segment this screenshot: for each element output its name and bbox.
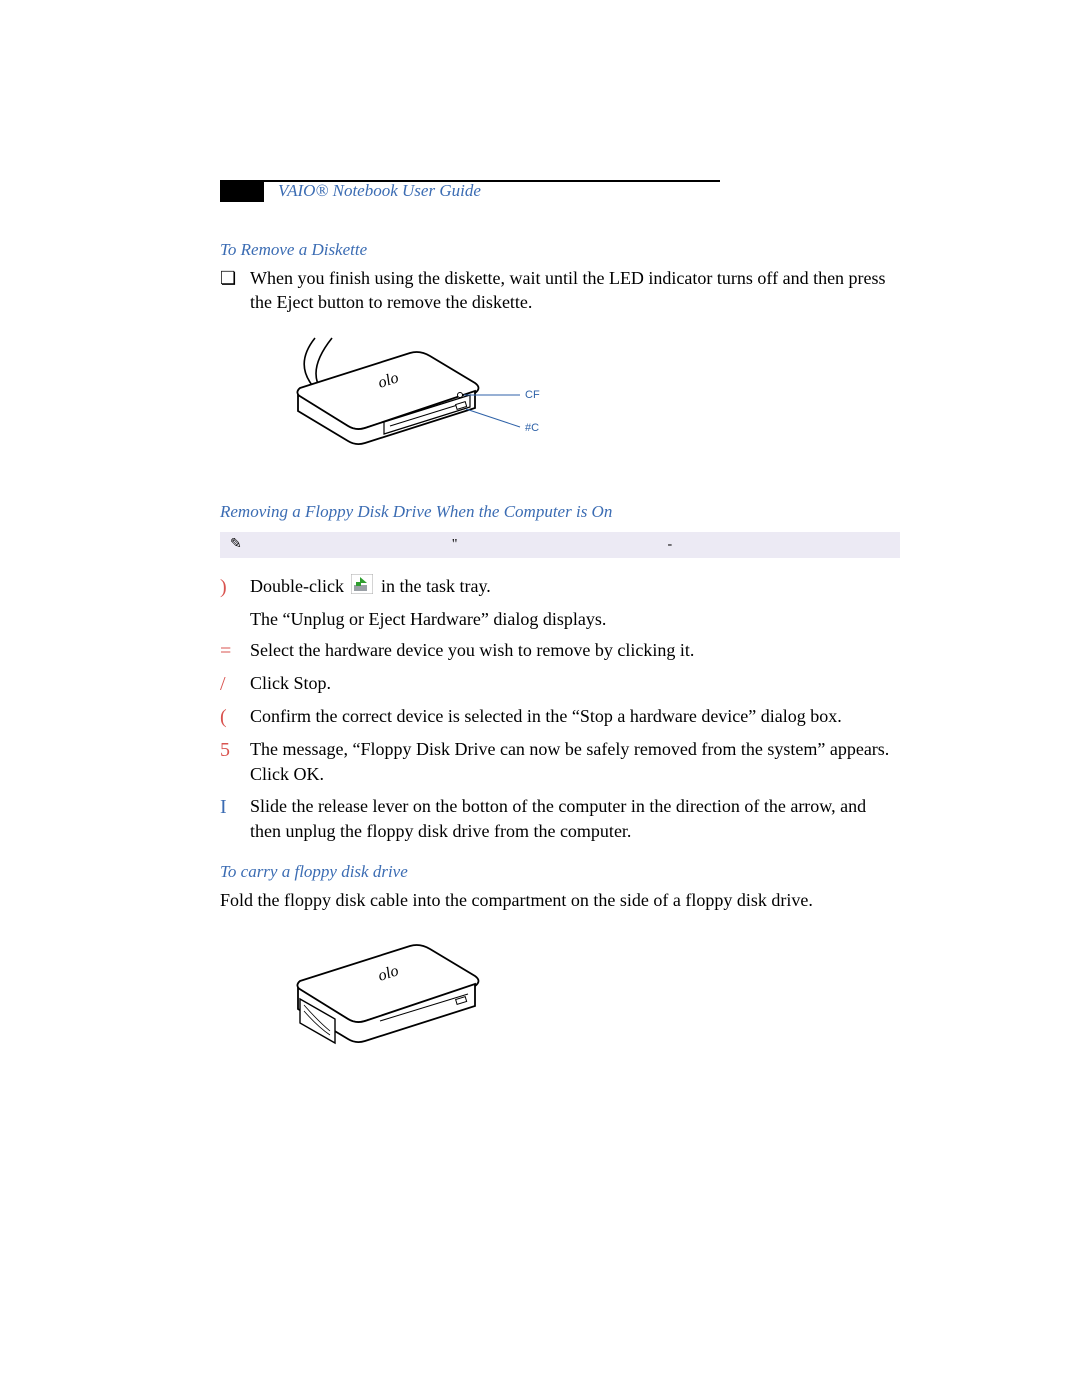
step-1-second-line: The “Unplug or Eject Hardware” dialog di… (250, 607, 900, 632)
header-black-box (220, 180, 264, 202)
section-heading-remove-diskette: To Remove a Diskette (220, 240, 900, 260)
carry-fdd-text: Fold the floppy disk cable into the comp… (220, 888, 900, 913)
step-1-text-before: Double-click (250, 576, 348, 596)
step-4-marker: ( (220, 704, 236, 731)
figure-floppy-drive-eject: olo CF #C (260, 333, 900, 478)
step-3-marker: / (220, 671, 236, 698)
step-5: 5 The message, “Floppy Disk Drive can no… (220, 737, 900, 787)
step-3: / Click Stop. (220, 671, 900, 698)
header-title: VAIO® Notebook User Guide (278, 181, 481, 201)
step-3-text: Click Stop. (250, 671, 900, 696)
step-6-text: Slide the release lever on the botton of… (250, 794, 900, 844)
step-1-text: Double-click in the task tray. The “Unpl… (250, 574, 900, 633)
figure1-label-cf: CF (525, 389, 540, 401)
header-rule (220, 180, 720, 182)
note-fragment-2: - (667, 537, 672, 553)
step-5-text: The message, “Floppy Disk Drive can now … (250, 737, 900, 787)
figure-floppy-drive-carry: olo (260, 931, 900, 1076)
step-4: ( Confirm the correct device is selected… (220, 704, 900, 731)
note-bar: ✎ " - (220, 532, 900, 558)
step-2-marker: = (220, 638, 236, 665)
bullet-marker: ❏ (220, 266, 236, 290)
step-2: = Select the hardware device you wish to… (220, 638, 900, 665)
remove-diskette-bullet: ❏ When you finish using the diskette, wa… (220, 266, 900, 315)
pencil-icon: ✎ (230, 536, 242, 553)
step-4-text: Confirm the correct device is selected i… (250, 704, 900, 729)
section-heading-carry-fdd: To carry a floppy disk drive (220, 862, 900, 882)
document-page: VAIO® Notebook User Guide To Remove a Di… (0, 0, 1080, 1200)
step-5-marker: 5 (220, 737, 236, 764)
step-6-marker: I (220, 794, 236, 821)
step-1: ) Double-click in the task tray. The “Un… (220, 574, 900, 633)
remove-diskette-text: When you finish using the diskette, wait… (250, 266, 900, 315)
step-6: I Slide the release lever on the botton … (220, 794, 900, 844)
section-heading-removing-fdd: Removing a Floppy Disk Drive When the Co… (220, 502, 900, 522)
step-2-text: Select the hardware device you wish to r… (250, 638, 900, 663)
eject-hardware-icon (351, 574, 373, 601)
figure1-label-hc: #C (525, 422, 539, 434)
note-fragment-1: " (452, 537, 458, 553)
step-1-text-after: in the task tray. (381, 576, 491, 596)
page-header: VAIO® Notebook User Guide (220, 180, 900, 202)
step-1-marker: ) (220, 574, 236, 601)
